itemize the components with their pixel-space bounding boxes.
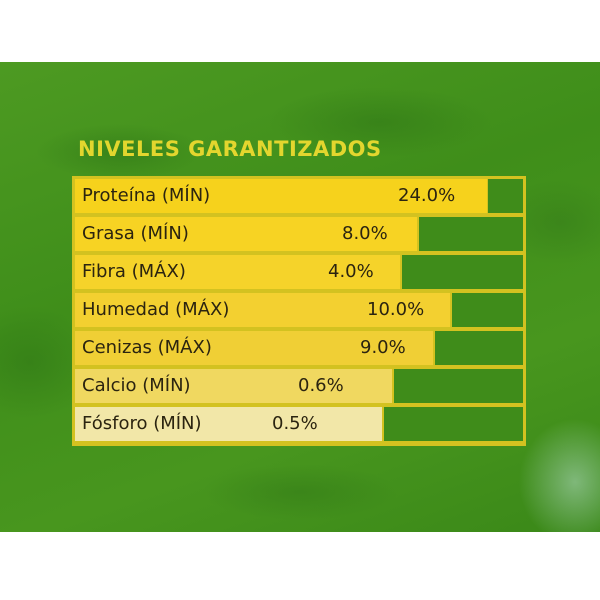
nutrient-value: 10.0% — [367, 299, 425, 320]
row-fill — [75, 255, 400, 289]
nutrient-value: 24.0% — [398, 185, 456, 206]
nutrition-heading: NIVELES GARANTIZADOS — [78, 137, 382, 161]
row-fill — [75, 369, 392, 403]
nutrient-label: Calcio (MÍN) — [82, 375, 191, 396]
nutrient-label: Fibra (MÁX) — [82, 261, 186, 282]
guaranteed-analysis-table: Proteína (MÍN) 24.0% Grasa (MÍN) 8.0% Fi… — [72, 176, 526, 446]
nutrient-label: Proteína (MÍN) — [82, 185, 211, 206]
row-green-box — [394, 369, 523, 403]
nutrient-label: Fósforo (MÍN) — [82, 413, 202, 434]
table-row-phosphorus: Fósforo (MÍN) 0.5% — [72, 404, 526, 441]
row-fill — [75, 179, 487, 213]
nutrient-value: 9.0% — [360, 337, 406, 358]
nutrient-label: Cenizas (MÁX) — [82, 337, 212, 358]
row-green-box — [488, 179, 523, 213]
row-green-box — [419, 217, 523, 251]
nutrient-value: 8.0% — [342, 223, 388, 244]
nutrient-label: Humedad (MÁX) — [82, 299, 230, 320]
table-row-protein: Proteína (MÍN) 24.0% — [72, 176, 526, 213]
row-green-box — [435, 331, 523, 365]
table-row-fat: Grasa (MÍN) 8.0% — [72, 214, 526, 251]
nutrient-label: Grasa (MÍN) — [82, 223, 189, 244]
row-green-box — [384, 407, 523, 441]
row-fill — [75, 331, 433, 365]
nutrient-value: 0.5% — [272, 413, 318, 434]
nutrient-value: 0.6% — [298, 375, 344, 396]
row-green-box — [452, 293, 523, 327]
row-fill — [75, 407, 382, 441]
table-row-ash: Cenizas (MÁX) 9.0% — [72, 328, 526, 365]
row-fill — [75, 217, 417, 251]
row-fill — [75, 293, 450, 327]
table-row-fiber: Fibra (MÁX) 4.0% — [72, 252, 526, 289]
nutrient-value: 4.0% — [328, 261, 374, 282]
row-green-box — [402, 255, 523, 289]
table-row-moisture: Humedad (MÁX) 10.0% — [72, 290, 526, 327]
table-row-calcium: Calcio (MÍN) 0.6% — [72, 366, 526, 403]
